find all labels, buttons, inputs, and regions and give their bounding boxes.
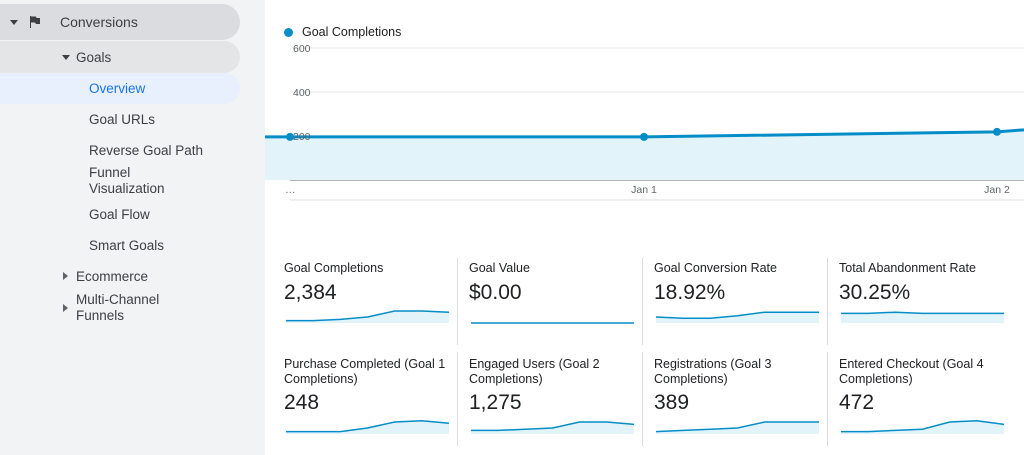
sparkline-line bbox=[841, 311, 1004, 315]
metric-title: Entered Checkout (Goal 4 Completions) bbox=[839, 357, 984, 386]
sidebar-item-goal-urls[interactable]: Goal URLs bbox=[89, 110, 155, 128]
caret-down-icon bbox=[62, 54, 70, 60]
sidebar-item-label: Smart Goals bbox=[89, 237, 165, 253]
chart-legend[interactable]: Goal Completions bbox=[284, 25, 401, 39]
nav-ecommerce-label: Ecommerce bbox=[76, 268, 149, 284]
x-tick-label: Jan 2 bbox=[984, 184, 1010, 196]
sidebar-item-reverse-goal-path[interactable]: Reverse Goal Path bbox=[89, 141, 203, 159]
sparkline-line bbox=[655, 421, 819, 433]
metric-value: 389 bbox=[654, 391, 690, 414]
sparkline-line bbox=[655, 311, 819, 319]
y-tick-label: 400 bbox=[293, 87, 311, 99]
x-tick-label: Jan 1 bbox=[631, 184, 657, 196]
metric-value: 30.25% bbox=[839, 281, 911, 304]
nav-conversions-label: Conversions bbox=[60, 14, 138, 30]
sidebar-item-funnel-visualization[interactable]: Funnel Visualization bbox=[89, 165, 199, 197]
sidebar-item-overview[interactable]: Overview bbox=[0, 73, 240, 104]
metric-value: 2,384 bbox=[284, 281, 337, 304]
card-divider bbox=[827, 352, 828, 446]
sidebar-item-smart-goals[interactable]: Smart Goals bbox=[89, 236, 164, 254]
legend-label: Goal Completions bbox=[302, 25, 402, 39]
sidebar-item-label: Goal Flow bbox=[89, 206, 150, 222]
metric-value: 1,275 bbox=[469, 391, 522, 414]
metric-value: 472 bbox=[839, 391, 875, 414]
nav-conversions[interactable]: Conversions bbox=[0, 4, 240, 40]
nav-multi-channel-label: Multi-Channel Funnels bbox=[76, 292, 160, 323]
y-tick-label: 200 bbox=[293, 131, 311, 143]
flag-icon bbox=[30, 16, 40, 28]
y-tick-label: 600 bbox=[293, 45, 311, 55]
sparklines bbox=[286, 310, 1005, 434]
caret-right-icon bbox=[63, 304, 68, 312]
metric-value: 18.92% bbox=[654, 281, 726, 304]
metric-title: Goal Completions bbox=[284, 261, 384, 275]
metric-title: Goal Conversion Rate bbox=[654, 261, 777, 275]
metric-title: Registrations (Goal 3 Completions) bbox=[654, 357, 772, 386]
goal-completions-chart: 600 400 200 … Jan 1 Jan 2 bbox=[265, 45, 1024, 201]
series-area bbox=[265, 129, 1024, 180]
sparkline-area bbox=[841, 312, 1004, 323]
caret-down-icon bbox=[10, 19, 18, 25]
sparkline-area bbox=[286, 420, 449, 434]
metric-title: Goal Value bbox=[469, 261, 530, 275]
card-divider bbox=[642, 258, 643, 345]
metric-value: 248 bbox=[284, 391, 320, 414]
card-divider bbox=[457, 258, 458, 345]
metric-value: $0.00 bbox=[469, 281, 522, 304]
card-divider bbox=[642, 352, 643, 446]
sparkline-line bbox=[471, 421, 635, 432]
card-divider bbox=[457, 352, 458, 446]
legend-dot-icon bbox=[284, 27, 293, 37]
card-divider bbox=[827, 258, 828, 345]
sidebar-item-label: Funnel Visualization bbox=[89, 165, 165, 196]
sidebar-item-label: Reverse Goal Path bbox=[89, 142, 204, 158]
data-point[interactable] bbox=[640, 132, 648, 141]
nav-goals-label: Goals bbox=[76, 49, 112, 65]
sidebar-nav: Conversions Goals Overview Goal URLs Rev… bbox=[0, 0, 265, 455]
data-point[interactable] bbox=[286, 132, 294, 141]
sparkline-line bbox=[286, 420, 450, 433]
main-content: Goal Completions 600 400 200 … Jan 1 Jan 2 G… bbox=[265, 0, 1024, 455]
series-line bbox=[265, 128, 1024, 139]
metric-title: Total Abandonment Rate bbox=[839, 261, 976, 275]
x-tick-label: … bbox=[285, 184, 296, 196]
sidebar-item-label: Goal URLs bbox=[89, 111, 156, 127]
sparkline-line bbox=[286, 310, 450, 322]
sparkline-area bbox=[656, 312, 819, 323]
caret-right-icon bbox=[63, 272, 68, 280]
sidebar-item-goal-flow[interactable]: Goal Flow bbox=[89, 205, 150, 223]
metric-title: Engaged Users (Goal 2 Completions) bbox=[469, 357, 600, 386]
sparkline-line bbox=[841, 420, 1005, 433]
data-point[interactable] bbox=[993, 127, 1001, 136]
nav-goals[interactable]: Goals bbox=[0, 41, 240, 73]
nav-ecommerce[interactable]: Ecommerce bbox=[63, 267, 148, 285]
nav-multi-channel-funnels[interactable]: Multi-Channel Funnels bbox=[63, 292, 183, 324]
sparkline-area bbox=[841, 420, 1004, 434]
metric-title: Purchase Completed (Goal 1 Completions) bbox=[284, 357, 446, 386]
sidebar-item-label: Overview bbox=[89, 81, 146, 96]
